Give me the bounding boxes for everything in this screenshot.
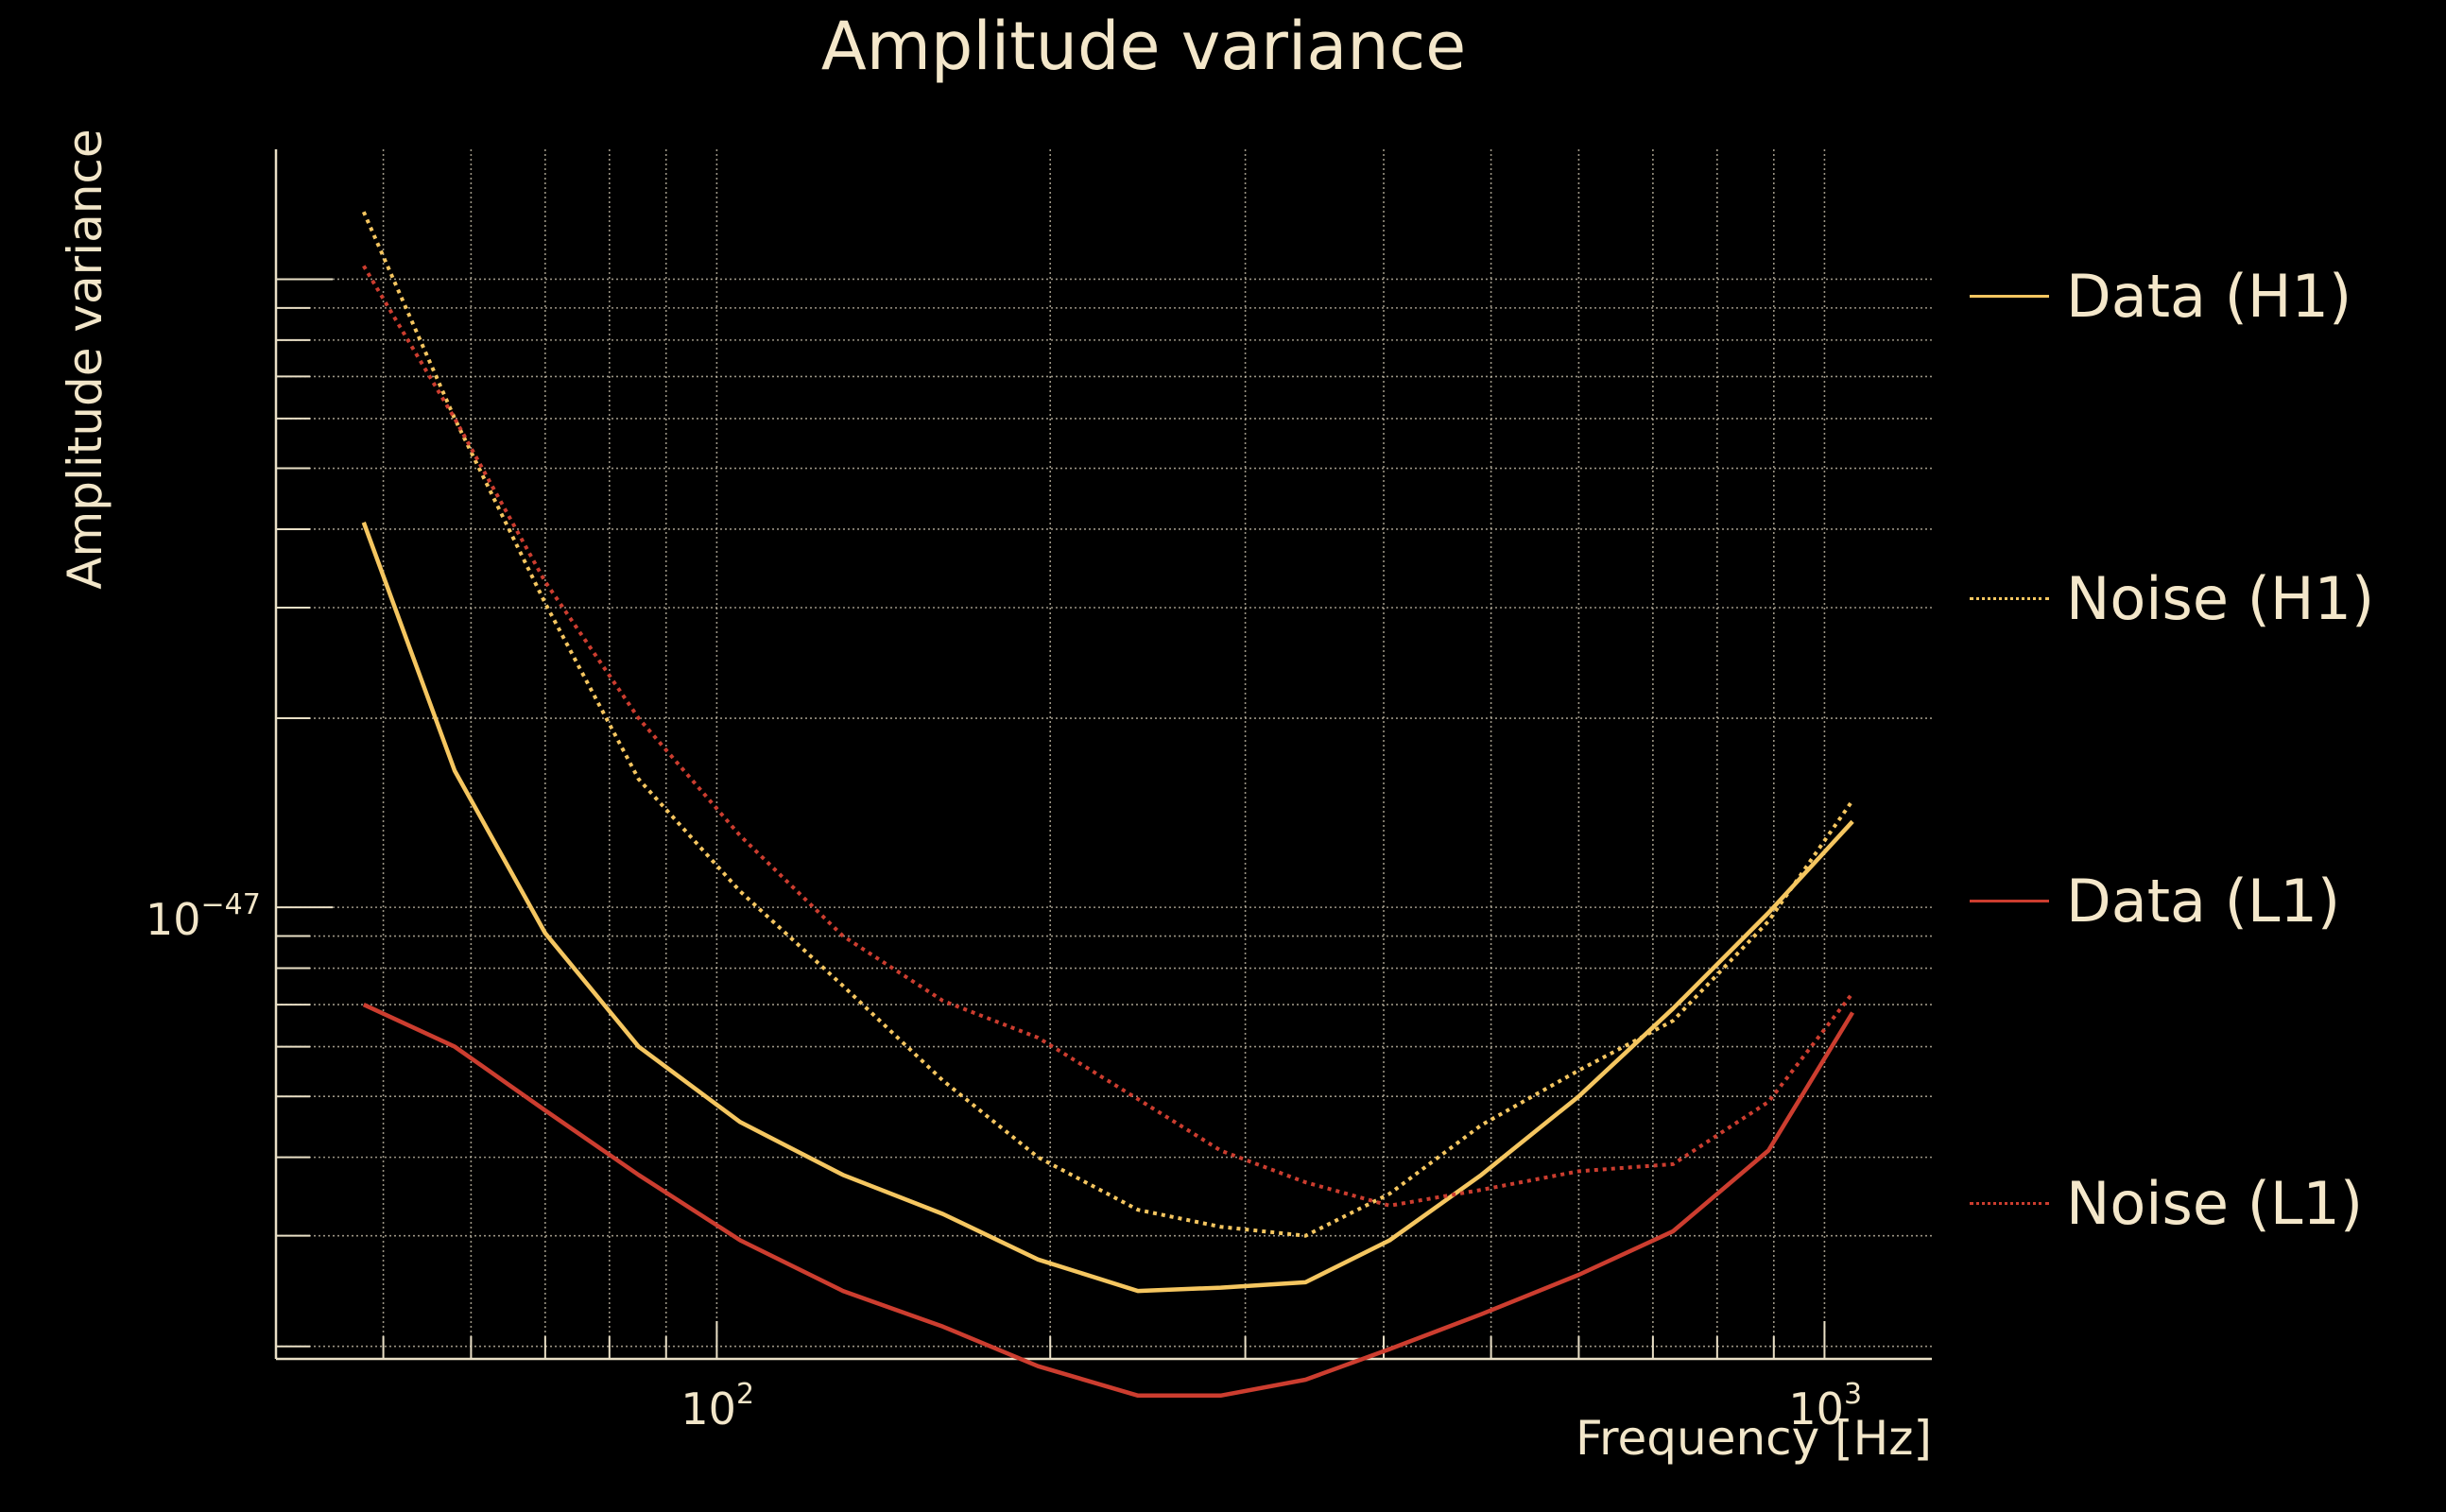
legend-item: Noise (L1) (1970, 1165, 2363, 1241)
x-tick-exp: 2 (735, 1378, 755, 1411)
y-tick-base: 10 (146, 894, 201, 946)
x-axis-label: Frequency [Hz] (1575, 1411, 1932, 1466)
legend-item: Data (H1) (1970, 258, 2351, 334)
x-tick-label: 102 (680, 1378, 754, 1435)
legend-label: Data (H1) (2066, 261, 2352, 331)
series-line-1 (361, 211, 1854, 1238)
legend-label: Noise (L1) (2066, 1168, 2364, 1238)
legend-label: Noise (H1) (2066, 563, 2375, 633)
y-tick-label: 10−47 (146, 888, 261, 945)
x-tick-base: 10 (680, 1383, 736, 1435)
legend-swatch (1970, 294, 2049, 298)
legend-swatch (1970, 596, 2049, 600)
x-tick-label: 103 (1788, 1378, 1862, 1435)
legend-item: Noise (H1) (1970, 560, 2374, 636)
legend-swatch (1970, 1201, 2049, 1205)
legend-item: Data (L1) (1970, 863, 2340, 938)
y-tick-exp: −47 (200, 888, 261, 922)
legend-label: Data (L1) (2066, 866, 2341, 936)
series-line-2 (362, 1003, 1855, 1399)
series-line-0 (361, 522, 1854, 1294)
x-tick-base: 10 (1788, 1383, 1844, 1435)
x-tick-exp: 3 (1843, 1378, 1863, 1411)
chart-title: Amplitude variance (820, 8, 1467, 85)
series-line-3 (362, 265, 1854, 1208)
legend-swatch (1970, 899, 2049, 902)
